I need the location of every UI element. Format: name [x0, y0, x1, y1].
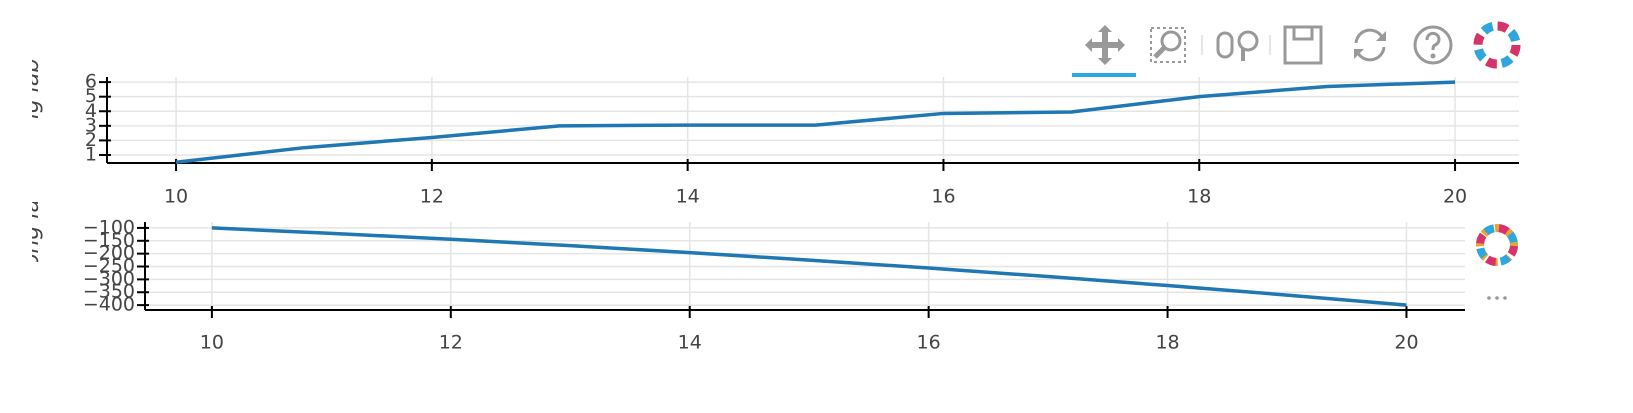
pan-tool[interactable] — [1085, 25, 1125, 65]
y-axis-label: second long label — [19, 165, 44, 358]
x-tick-label: 18 — [1155, 332, 1179, 354]
toolbar-overflow[interactable] — [1487, 296, 1507, 300]
y-tick-label: −200 — [83, 242, 135, 264]
y-tick-label: 4 — [85, 100, 97, 122]
x-tick-label: 16 — [917, 332, 941, 354]
x-tick-label: 10 — [164, 186, 188, 208]
x-tick-label: 20 — [1443, 186, 1467, 208]
wheel-zoom-tool[interactable] — [1216, 30, 1259, 61]
y-tick-label: −350 — [83, 281, 135, 303]
help-tool[interactable] — [1413, 25, 1453, 65]
y-tick-label: 1 — [85, 143, 97, 165]
line-series — [175, 80, 1456, 165]
y-tick-label: 2 — [85, 129, 97, 151]
x-tick-label: 12 — [439, 332, 463, 354]
bokeh-logo[interactable] — [1476, 224, 1518, 266]
x-tick-label: 20 — [1394, 332, 1418, 354]
active-tool-indicator — [1072, 73, 1136, 77]
y-tick-label: −150 — [83, 229, 135, 251]
y-tick-label: 3 — [85, 114, 97, 136]
x-tick-label: 10 — [200, 332, 224, 354]
y-tick-label: −400 — [83, 294, 135, 316]
y-tick-label: −100 — [83, 216, 135, 238]
reset-tool[interactable] — [1354, 28, 1386, 62]
x-tick-label: 16 — [931, 186, 955, 208]
x-tick-label: 14 — [678, 332, 702, 354]
save-tool[interactable] — [1283, 25, 1323, 65]
x-tick-label: 12 — [420, 186, 444, 208]
line-series — [211, 226, 1407, 307]
toolbar — [1072, 21, 1521, 77]
y-tick-label: 5 — [85, 85, 97, 107]
x-tick-label: 14 — [676, 186, 700, 208]
bokeh-logo[interactable] — [1473, 21, 1521, 69]
y-axis-label: first long label — [19, 39, 44, 197]
x-tick-label: 18 — [1187, 186, 1211, 208]
y-tick-label: −300 — [83, 268, 135, 290]
box-zoom-tool[interactable] — [1150, 27, 1186, 63]
plot: second long label 10 12 14 16 18 20 −100−150−20… — [19, 165, 1465, 358]
toolbar-2 — [1476, 224, 1518, 300]
y-tick-label: −250 — [83, 255, 135, 277]
y-tick-label: 6 — [85, 71, 97, 93]
